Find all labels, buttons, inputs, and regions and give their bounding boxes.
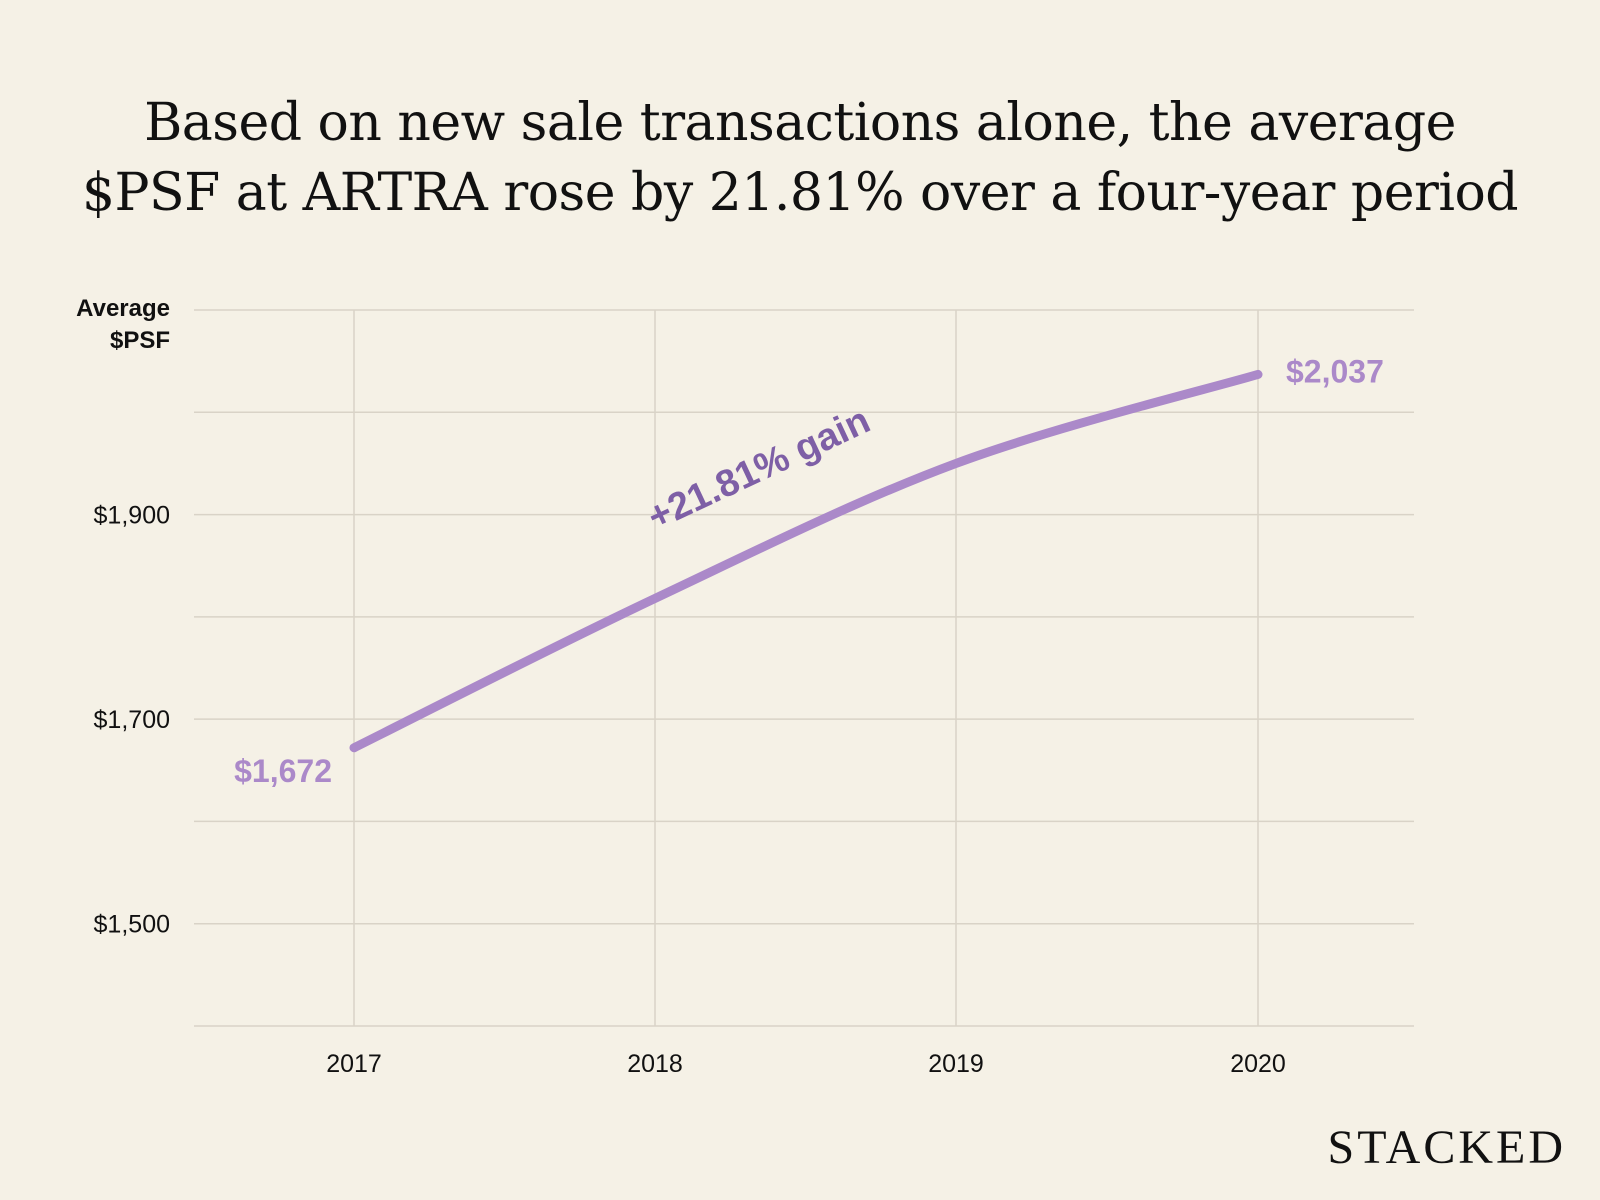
title-line-2: $PSF at ARTRA rose by 21.81% over a four… xyxy=(81,163,1519,223)
y-tick-label: $1,500 xyxy=(94,911,170,939)
data-label: $2,037 xyxy=(1286,353,1384,389)
y-tick-labels: $1,500 $1,700 $1,900 xyxy=(94,502,170,939)
title-line-1: Based on new sale transactions alone, th… xyxy=(144,93,1456,153)
gain-annotation: +21.81% gain xyxy=(641,399,876,538)
y-tick-label: $1,900 xyxy=(94,502,170,530)
chart-title: Based on new sale transactions alone, th… xyxy=(0,88,1600,228)
x-tick-label: 2017 xyxy=(326,1050,382,1078)
data-labels: $1,672 $2,037 xyxy=(234,353,1384,788)
x-tick-label: 2018 xyxy=(627,1050,683,1078)
x-tick-labels: 2017 2018 2019 2020 xyxy=(326,1050,1286,1078)
y-axis-label-line-2: $PSF xyxy=(110,327,170,354)
horizontal-gridlines xyxy=(194,309,1414,1027)
data-label: $1,672 xyxy=(234,753,332,789)
brand-logo: STACKED xyxy=(1327,1121,1566,1174)
x-tick-label: 2020 xyxy=(1230,1050,1286,1078)
series-line xyxy=(349,369,1263,753)
x-tick-label: 2019 xyxy=(928,1050,984,1078)
vertical-gridlines xyxy=(353,310,1259,1026)
y-tick-label: $1,700 xyxy=(94,706,170,734)
y-axis-label-line-1: Average xyxy=(76,295,170,322)
